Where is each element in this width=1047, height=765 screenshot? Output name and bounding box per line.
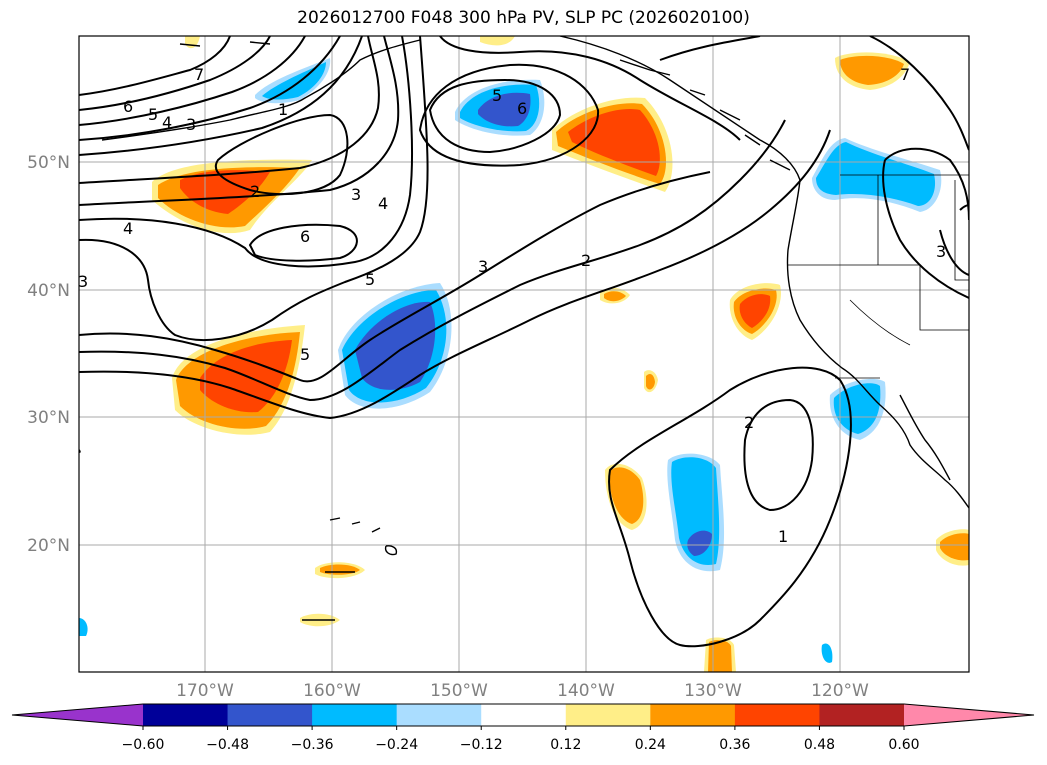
colorbar-swatch — [396, 704, 482, 726]
contour-label: 3 — [78, 272, 88, 291]
lon-labels: 170°W 160°W 150°W 140°W 130°W 120°W — [176, 681, 869, 701]
colorbar-swatch — [227, 704, 313, 726]
contour-label: 6 — [123, 97, 133, 116]
colorbar-tick-label: 0.60 — [888, 737, 919, 753]
contour-label: 6 — [300, 227, 310, 246]
map-title: 2026012700 F048 300 hPa PV, SLP PC (2026… — [297, 8, 750, 28]
contour-label: 3 — [351, 185, 361, 204]
colorbar-tick-label: −0.24 — [375, 737, 418, 753]
contour-label: 6 — [517, 99, 527, 118]
contour-label: 5 — [148, 105, 158, 124]
contour-label: 7 — [194, 65, 204, 84]
colorbar-tick-label: 0.24 — [635, 737, 666, 753]
contour-label: 5 — [365, 270, 375, 289]
contour-label: 3 — [478, 257, 488, 276]
colorbar-tick-label: 0.48 — [804, 737, 835, 753]
contour-labels: 7 6 5 4 3 1 6 5 2 3 4 6 5 4 3 2 5 2 1 7 … — [78, 65, 946, 546]
lat-label: 20°N — [27, 536, 70, 556]
contour-label: 4 — [123, 219, 133, 238]
lon-label: 140°W — [557, 681, 615, 701]
lon-label: 150°W — [430, 681, 488, 701]
colorbar-swatch — [734, 704, 820, 726]
political-borders — [788, 174, 969, 379]
lat-label: 30°N — [27, 408, 70, 428]
lon-label: 130°W — [684, 681, 742, 701]
colorbar-tick-label: 0.36 — [719, 737, 750, 753]
colorbar-extend-low — [12, 704, 143, 726]
slp-contours — [79, 36, 969, 648]
contour-label: 3 — [936, 242, 946, 261]
contour-label: 7 — [900, 65, 910, 84]
contour-label: 2 — [250, 182, 260, 201]
colorbar-swatch — [650, 704, 736, 726]
lon-label: 170°W — [176, 681, 234, 701]
contour-label: 2 — [581, 251, 591, 270]
colorbar-swatch — [819, 704, 905, 726]
contour-label: 5 — [300, 345, 310, 364]
colorbar-swatch — [565, 704, 651, 726]
contour-label: 1 — [778, 527, 788, 546]
lat-label: 50°N — [27, 153, 70, 173]
pv-anomaly-shading — [79, 36, 969, 672]
colorbar-extend-high — [904, 704, 1034, 726]
contour-label: 4 — [162, 113, 172, 132]
colorbar-tick-label: 0.12 — [550, 737, 581, 753]
contour-label: 1 — [278, 100, 288, 119]
colorbar-tick-label: −0.36 — [291, 737, 334, 753]
lat-label: 40°N — [27, 281, 70, 301]
lon-label: 120°W — [811, 681, 869, 701]
contour-label: 2 — [744, 413, 754, 432]
colorbar-swatch — [143, 704, 229, 726]
colorbar: −0.60 −0.48 −0.36 −0.24 −0.12 0.12 0.24 0.36 0.4… — [11, 703, 1035, 753]
colorbar-tick-label: −0.48 — [206, 737, 249, 753]
map-frame — [78, 35, 970, 673]
contour-label: 3 — [186, 115, 196, 134]
colorbar-swatch — [481, 704, 567, 726]
contour-label: 4 — [378, 194, 388, 213]
colorbar-tick-label: −0.60 — [122, 737, 165, 753]
lat-labels: 50°N 40°N 30°N 20°N — [27, 153, 70, 556]
lon-label: 160°W — [303, 681, 361, 701]
coastlines — [101, 36, 969, 621]
contour-label: 5 — [492, 86, 502, 105]
colorbar-swatch — [312, 704, 398, 726]
colorbar-tick-label: −0.12 — [460, 737, 503, 753]
